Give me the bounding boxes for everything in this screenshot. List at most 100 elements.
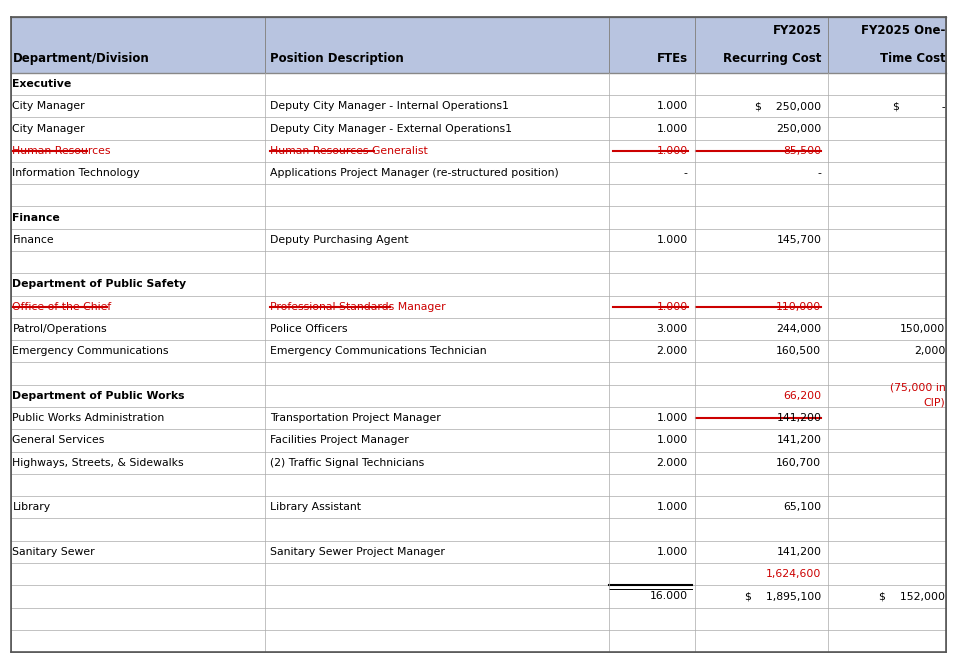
Text: $    152,000: $ 152,000 [879,591,944,601]
Bar [11,608,945,630]
Bar [11,95,945,117]
Text: 66,200: 66,200 [782,391,821,401]
Text: (75,000 in: (75,000 in [889,383,944,393]
Text: CIP): CIP) [923,397,944,407]
Text: $    1,895,100: $ 1,895,100 [744,591,821,601]
Text: 1.000: 1.000 [656,547,687,557]
Bar [11,296,945,318]
Text: Finance: Finance [12,235,54,245]
Text: -: - [683,168,687,178]
Bar [11,474,945,496]
Bar [11,563,945,585]
Text: Deputy City Manager - Internal Operations1: Deputy City Manager - Internal Operation… [270,101,508,111]
Text: Finance: Finance [12,213,60,222]
Text: 110,000: 110,000 [776,302,821,312]
Text: General Services: General Services [12,436,105,446]
Text: Library Assistant: Library Assistant [270,502,360,512]
Text: Information Technology: Information Technology [12,168,140,178]
Text: 1.000: 1.000 [656,124,687,134]
Text: $    250,000: $ 250,000 [755,101,821,111]
Text: Department of Public Works: Department of Public Works [12,391,185,401]
Text: Sanitary Sewer: Sanitary Sewer [12,547,95,557]
Text: Position Description: Position Description [270,52,403,66]
Bar [11,541,945,563]
Text: Facilities Project Manager: Facilities Project Manager [270,436,408,446]
Bar [11,17,945,73]
Text: Deputy Purchasing Agent: Deputy Purchasing Agent [270,235,408,245]
Bar [11,451,945,474]
Text: 1.000: 1.000 [656,436,687,446]
Text: Emergency Communications Technician: Emergency Communications Technician [270,346,486,356]
Text: 150,000: 150,000 [900,324,944,334]
Text: 1.000: 1.000 [656,302,687,312]
Text: 145,700: 145,700 [776,235,821,245]
Text: 1.000: 1.000 [656,502,687,512]
Text: 141,200: 141,200 [776,436,821,446]
Text: Recurring Cost: Recurring Cost [722,52,821,66]
Text: 141,200: 141,200 [776,413,821,423]
Text: Transportation Project Manager: Transportation Project Manager [270,413,440,423]
Bar [11,518,945,541]
Text: City Manager: City Manager [12,124,85,134]
Text: 2.000: 2.000 [656,346,687,356]
Text: 65,100: 65,100 [782,502,821,512]
Text: (2) Traffic Signal Technicians: (2) Traffic Signal Technicians [270,457,424,467]
Bar [11,273,945,296]
Text: FY2025 One-: FY2025 One- [861,24,944,37]
Bar [11,363,945,385]
Text: 1.000: 1.000 [656,101,687,111]
Text: 141,200: 141,200 [776,547,821,557]
Text: Department of Public Safety: Department of Public Safety [12,279,187,289]
Text: Executive: Executive [12,79,71,89]
Text: Human Resources: Human Resources [12,146,111,156]
Bar [11,318,945,340]
Bar [11,162,945,184]
Text: 244,000: 244,000 [776,324,821,334]
Text: 2,000: 2,000 [913,346,944,356]
Text: FY2025: FY2025 [772,24,821,37]
Text: Applications Project Manager (re-structured position): Applications Project Manager (re-structu… [270,168,558,178]
Text: 2.000: 2.000 [656,457,687,467]
Text: Patrol/Operations: Patrol/Operations [12,324,107,334]
Text: Police Officers: Police Officers [270,324,347,334]
Bar [11,140,945,162]
Text: Office of the Chief: Office of the Chief [12,302,112,312]
Text: 1,624,600: 1,624,600 [765,569,821,579]
Bar [11,73,945,95]
Text: 1.000: 1.000 [656,146,687,156]
Text: 1.000: 1.000 [656,413,687,423]
Text: Human Resources Generalist: Human Resources Generalist [270,146,427,156]
Bar [11,340,945,363]
Bar [11,117,945,140]
Text: Time Cost: Time Cost [879,52,944,66]
Bar [11,496,945,518]
Text: 250,000: 250,000 [776,124,821,134]
Text: 1.000: 1.000 [656,235,687,245]
Text: 85,500: 85,500 [782,146,821,156]
Text: $            -: $ - [892,101,944,111]
Bar [11,229,945,251]
Text: 160,700: 160,700 [776,457,821,467]
Text: Library: Library [12,502,51,512]
Bar [11,630,945,652]
Text: Emergency Communications: Emergency Communications [12,346,169,356]
Text: -: - [817,168,821,178]
Text: Professional Standards Manager: Professional Standards Manager [270,302,445,312]
Text: Department/Division: Department/Division [12,52,149,66]
Bar [11,429,945,451]
Text: 3.000: 3.000 [656,324,687,334]
Bar [11,184,945,207]
Bar [11,407,945,429]
Text: 16.000: 16.000 [649,591,687,601]
Bar [11,585,945,608]
Text: FTEs: FTEs [656,52,687,66]
Text: Sanitary Sewer Project Manager: Sanitary Sewer Project Manager [270,547,444,557]
Bar [11,251,945,273]
Text: Highways, Streets, & Sidewalks: Highways, Streets, & Sidewalks [12,457,184,467]
Text: Public Works Administration: Public Works Administration [12,413,165,423]
Text: 160,500: 160,500 [776,346,821,356]
Bar [11,207,945,229]
Bar [11,385,945,407]
Text: Deputy City Manager - External Operations1: Deputy City Manager - External Operation… [270,124,512,134]
Text: City Manager: City Manager [12,101,85,111]
